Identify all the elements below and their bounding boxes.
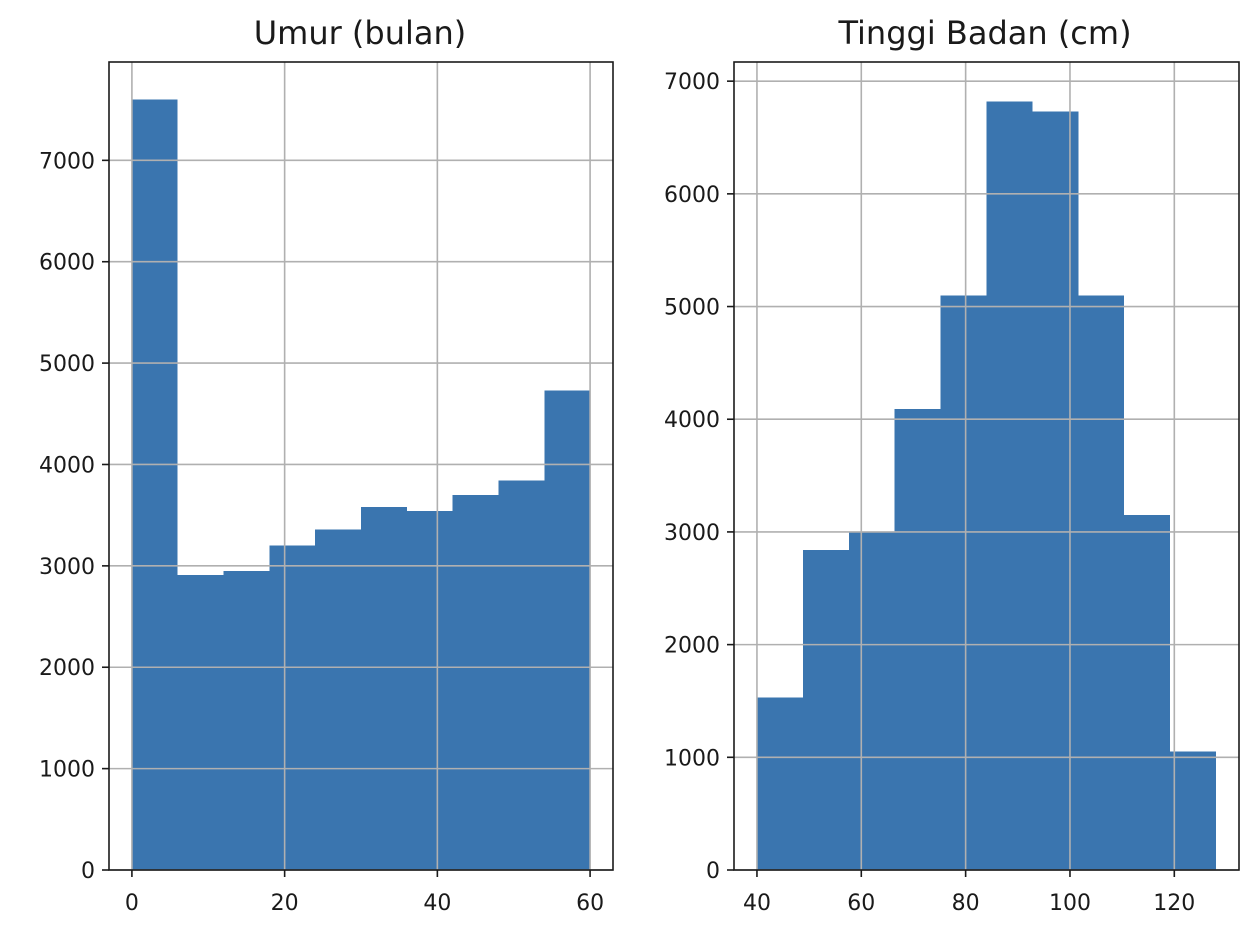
tinggi-badan-chart-title: Tinggi Badan (cm) [837, 14, 1131, 52]
tinggi-badan-bar [940, 295, 987, 870]
umur-bar [452, 494, 499, 870]
tinggi-badan-bar [1124, 515, 1171, 870]
tinggi-badan-y-tick-label: 2000 [664, 634, 720, 659]
tinggi-badan-bar [756, 697, 803, 870]
umur-bar [223, 570, 270, 870]
tinggi-badan-bar [1078, 295, 1125, 870]
umur-y-tick-label: 2000 [39, 656, 95, 681]
tinggi-badan-bar [1170, 751, 1217, 870]
tinggi-badan-bar [986, 101, 1033, 870]
umur-bar [177, 574, 224, 870]
tinggi-badan-histogram-panel: 40 60 80 100 120 0 1000 2000 3000 4000 5000 6000 700… [664, 14, 1240, 916]
umur-y-tick-label: 3000 [39, 555, 95, 580]
umur-y-axis: 0 1000 2000 3000 4000 5000 6000 7000 [39, 149, 109, 884]
umur-y-tick-label: 5000 [39, 352, 95, 377]
umur-chart-title: Umur (bulan) [254, 14, 467, 52]
tinggi-badan-bar [802, 549, 849, 870]
tinggi-badan-bars [756, 101, 1217, 870]
tinggi-badan-bar [894, 409, 941, 870]
umur-y-tick-label: 1000 [39, 758, 95, 783]
umur-x-tick-label: 0 [125, 891, 139, 916]
umur-bar [406, 511, 453, 870]
tinggi-badan-y-axis: 0 1000 2000 3000 4000 5000 6000 7000 [664, 70, 734, 884]
umur-bar [315, 529, 361, 870]
umur-y-tick-label: 6000 [39, 251, 95, 276]
umur-bar [544, 390, 591, 870]
tinggi-badan-y-tick-label: 4000 [664, 408, 720, 433]
umur-x-tick-label: 20 [271, 891, 299, 916]
umur-bar [361, 507, 407, 870]
umur-y-tick-label: 0 [81, 859, 95, 884]
tinggi-badan-x-tick-label: 40 [743, 891, 771, 916]
tinggi-badan-bar [848, 531, 895, 870]
tinggi-badan-y-tick-label: 0 [706, 859, 720, 884]
umur-bar [269, 545, 316, 870]
umur-bars [131, 99, 591, 870]
umur-x-tick-label: 40 [423, 891, 451, 916]
tinggi-badan-x-tick-label: 60 [847, 891, 875, 916]
umur-bar [498, 480, 545, 870]
tinggi-badan-y-tick-label: 6000 [664, 183, 720, 208]
tinggi-badan-y-tick-label: 5000 [664, 296, 720, 321]
tinggi-badan-x-axis: 40 60 80 100 120 [743, 870, 1195, 916]
umur-x-tick-label: 60 [576, 891, 604, 916]
tinggi-badan-x-tick-label: 120 [1153, 891, 1195, 916]
tinggi-badan-x-tick-label: 80 [952, 891, 980, 916]
tinggi-badan-x-tick-label: 100 [1049, 891, 1091, 916]
tinggi-badan-axes-frame [733, 61, 1240, 871]
umur-axes-frame [108, 61, 614, 871]
umur-y-tick-label: 7000 [39, 149, 95, 174]
tinggi-badan-y-tick-label: 3000 [664, 521, 720, 546]
umur-bar [131, 99, 178, 870]
tinggi-badan-bar [1032, 111, 1079, 870]
tinggi-badan-y-tick-label: 1000 [664, 746, 720, 771]
umur-x-axis: 0 20 40 60 [125, 870, 604, 916]
umur-histogram-panel: 0 20 40 60 0 1000 2000 3000 4000 5000 6000 7000 Umur… [39, 14, 614, 916]
tinggi-badan-y-tick-label: 7000 [664, 70, 720, 95]
umur-y-tick-label: 4000 [39, 453, 95, 478]
